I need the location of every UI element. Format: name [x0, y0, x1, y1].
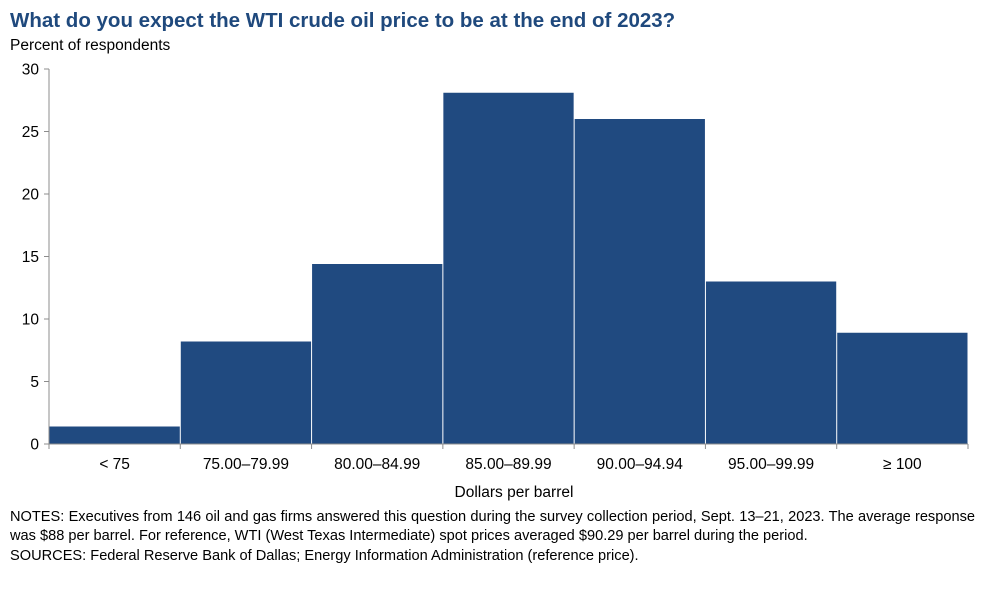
x-tick-label-5: 95.00–99.99 — [728, 456, 814, 473]
bar-2 — [312, 264, 443, 444]
bar-3 — [443, 92, 574, 444]
y-tick-label-0: 0 — [30, 437, 39, 454]
x-tick-label-2: 80.00–84.99 — [334, 456, 420, 473]
bar-chart: 0 5 10 15 20 25 30 < 75 75.00–79.99 80.00–84.99 8… — [22, 62, 969, 501]
y-tick-label-5: 25 — [22, 124, 39, 141]
x-ticks-group: < 75 75.00–79.99 80.00–84.99 85.00–89.99 90.… — [48, 444, 969, 473]
x-tick-label-6: ≥ 100 — [883, 456, 922, 473]
bar-0 — [49, 426, 180, 444]
x-axis-label: Dollars per barrel — [455, 484, 574, 501]
y-tick-label-2: 10 — [22, 312, 40, 329]
y-tick-label-4: 20 — [22, 187, 40, 204]
bar-5 — [705, 281, 837, 444]
bar-1 — [180, 341, 312, 444]
y-axis-label: Percent of respondents — [10, 37, 171, 54]
bars-group — [49, 92, 968, 444]
bar-4 — [574, 119, 705, 444]
y-ticks-group: 0 5 10 15 20 25 30 — [22, 62, 49, 454]
x-tick-label-3: 85.00–89.99 — [465, 456, 551, 473]
x-tick-label-4: 90.00–94.94 — [597, 456, 684, 473]
x-tick-label-0: < 75 — [99, 456, 130, 473]
chart-title: What do you expect the WTI crude oil pri… — [10, 9, 676, 32]
y-tick-label-6: 30 — [22, 62, 40, 79]
y-tick-label-3: 15 — [22, 249, 39, 266]
y-tick-label-1: 5 — [30, 374, 39, 391]
x-tick-label-1: 75.00–79.99 — [203, 456, 289, 473]
bar-6 — [837, 332, 968, 444]
notes-text: NOTES: Executives from 146 oil and gas f… — [10, 509, 975, 545]
notes-block: NOTES: Executives from 146 oil and gas f… — [10, 508, 975, 566]
sources-text: SOURCES: Federal Reserve Bank of Dallas;… — [10, 547, 639, 564]
